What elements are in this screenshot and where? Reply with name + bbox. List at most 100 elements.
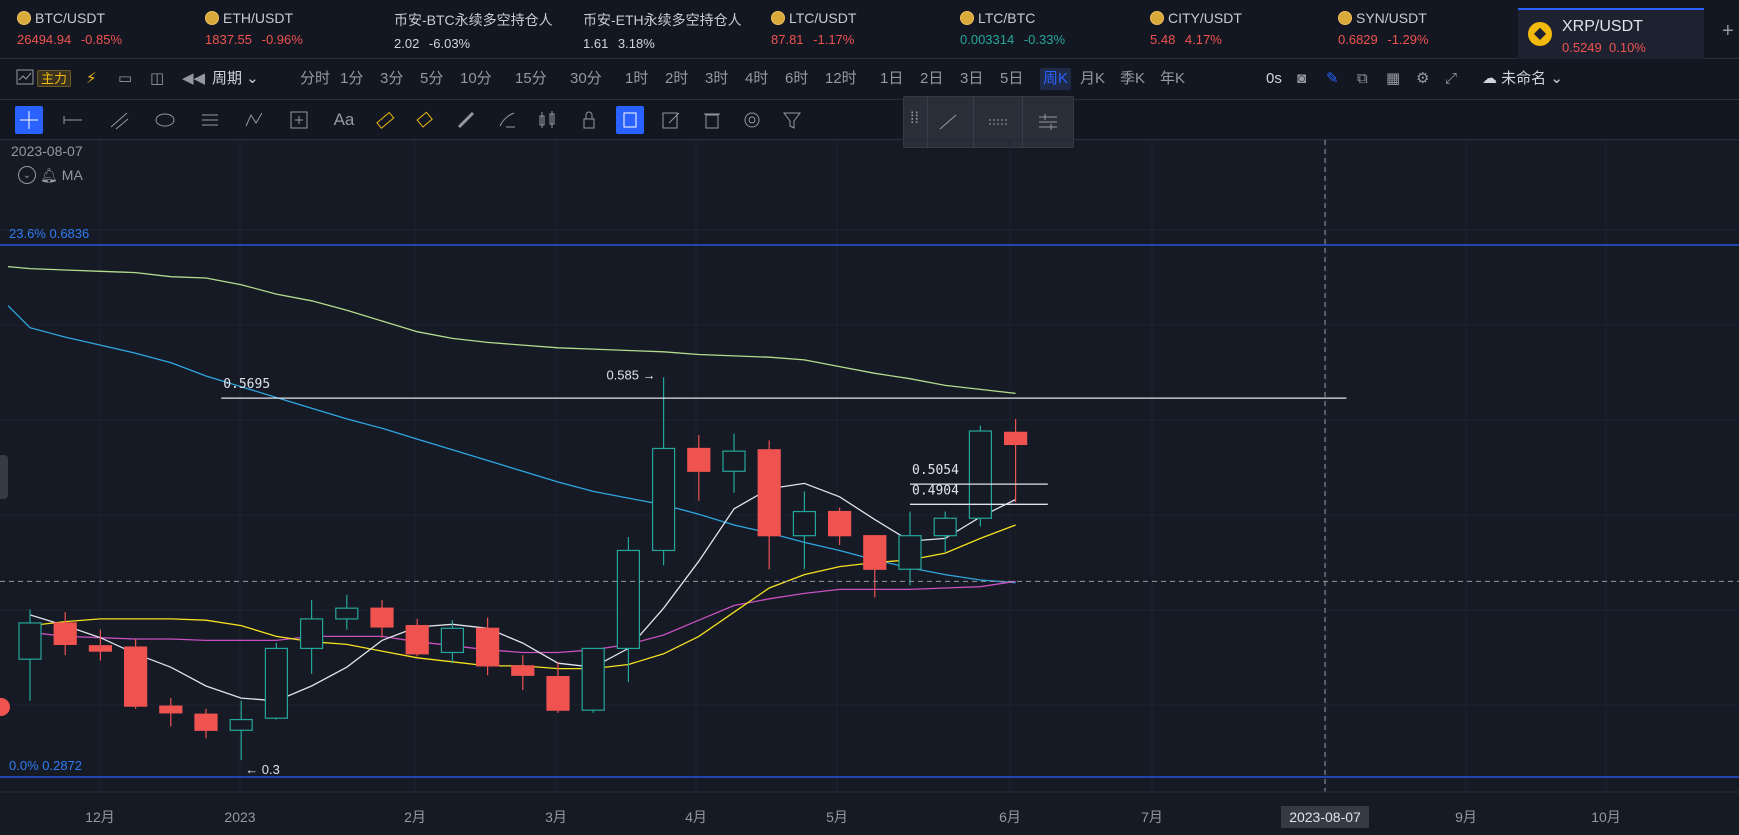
- candle-up[interactable]: [651, 447, 676, 552]
- horizontal-line-icon[interactable]: [59, 106, 87, 134]
- interval-3日[interactable]: 3日: [960, 70, 984, 87]
- interval-月K[interactable]: 月K: [1080, 70, 1106, 87]
- candle-down[interactable]: [405, 625, 429, 655]
- candle-up[interactable]: [933, 517, 957, 537]
- measure-icon[interactable]: [285, 106, 313, 134]
- ma-indicator-legend[interactable]: ⌄ 🔔︎ MA: [18, 166, 83, 184]
- active-ticker-tab[interactable]: ◆ XRP/USDT 0.5249 0.10%: [1518, 8, 1704, 60]
- candle-down[interactable]: [827, 510, 852, 537]
- candle-down[interactable]: [546, 676, 570, 711]
- interval-15分[interactable]: 15分: [515, 70, 547, 87]
- chevron-down-icon[interactable]: ⌄: [18, 166, 36, 184]
- chart-type-icon[interactable]: [16, 68, 34, 90]
- ticker-item[interactable]: SYN/USDT 0.6829 -1.29%: [1338, 10, 1429, 54]
- camera-icon[interactable]: ◙: [1297, 70, 1307, 87]
- interval-30分[interactable]: 30分: [570, 70, 602, 87]
- interval-1日[interactable]: 1日: [880, 70, 904, 87]
- candle-down[interactable]: [511, 665, 535, 676]
- candle-down[interactable]: [88, 645, 113, 652]
- lock-icon[interactable]: [575, 106, 603, 134]
- ticker-item[interactable]: CITY/USDT 5.48 4.17%: [1150, 10, 1242, 54]
- fullscreen-icon[interactable]: ⤢: [1445, 70, 1458, 87]
- ticker-item[interactable]: LTC/BTC 0.003314 -0.33%: [960, 10, 1065, 54]
- ticker-item[interactable]: BTC/USDT 26494.94 -0.85%: [17, 10, 122, 54]
- candle-up[interactable]: [18, 622, 42, 660]
- interval-2时[interactable]: 2时: [665, 70, 689, 87]
- period-dropdown[interactable]: 周期 ⌄: [212, 70, 259, 87]
- trend-line-icon[interactable]: [105, 106, 133, 134]
- candle-up[interactable]: [968, 430, 993, 519]
- add-ticker-button[interactable]: +: [1722, 20, 1734, 42]
- ticker-item[interactable]: 币安-BTC永续多空持仓人 2.02 -6.03%: [394, 10, 553, 54]
- ticker-item[interactable]: ETH/USDT 1837.55 -0.96%: [205, 10, 303, 54]
- rewind-icon[interactable]: ◀◀: [182, 70, 206, 87]
- pencil-icon[interactable]: [452, 106, 480, 134]
- candle-down[interactable]: [476, 627, 500, 667]
- candle-up[interactable]: [264, 647, 288, 719]
- magnet-icon[interactable]: [616, 106, 644, 134]
- interval-年K[interactable]: 年K: [1160, 70, 1186, 87]
- trash-icon[interactable]: [698, 106, 726, 134]
- pen-icon[interactable]: ✎: [1326, 70, 1339, 87]
- eraser-icon[interactable]: [411, 106, 439, 134]
- ticker-item[interactable]: LTC/USDT 87.81 -1.17%: [771, 10, 856, 54]
- lightning-icon[interactable]: ⚡: [86, 70, 97, 87]
- drag-handle-icon[interactable]: ⁞⁞: [910, 110, 919, 127]
- ruler-icon[interactable]: [371, 106, 399, 134]
- link-icon[interactable]: [738, 106, 766, 134]
- bell-icon[interactable]: 🔔︎: [40, 166, 58, 183]
- candle-down[interactable]: [123, 646, 148, 707]
- main-indicator-badge[interactable]: 主力: [37, 70, 72, 87]
- interval-12时[interactable]: 12时: [825, 70, 857, 87]
- briefcase-icon[interactable]: ▭: [118, 70, 133, 87]
- line-style-icon[interactable]: [937, 111, 959, 136]
- candle-up[interactable]: [792, 510, 817, 537]
- ellipse-icon[interactable]: [151, 106, 179, 134]
- popout-icon[interactable]: ⧉: [1357, 70, 1368, 87]
- candle-up[interactable]: [229, 718, 253, 731]
- alert-marker[interactable]: [0, 698, 10, 716]
- candle-up[interactable]: [440, 627, 464, 654]
- interval-10分[interactable]: 10分: [460, 70, 492, 87]
- interval-3时[interactable]: 3时: [705, 70, 729, 87]
- interval-季K[interactable]: 季K: [1120, 70, 1146, 87]
- candle-down[interactable]: [757, 449, 781, 537]
- candle-down[interactable]: [194, 713, 218, 731]
- interval-5日[interactable]: 5日: [1000, 70, 1024, 87]
- interval-4时[interactable]: 4时: [745, 70, 769, 87]
- ticker-item[interactable]: 币安-ETH永续多空持仓人 1.61 3.18%: [583, 10, 742, 54]
- interval-3分[interactable]: 3分: [380, 70, 404, 87]
- settings-gear-icon[interactable]: ⚙: [1416, 70, 1430, 87]
- layout-icon[interactable]: ◫: [150, 70, 165, 87]
- sidebar-expand-handle[interactable]: [0, 455, 8, 499]
- candle-up[interactable]: [722, 450, 746, 472]
- interval-6时[interactable]: 6时: [785, 70, 809, 87]
- interval-2日[interactable]: 2日: [920, 70, 944, 87]
- line-settings-icon[interactable]: [1037, 111, 1059, 136]
- candle-down[interactable]: [687, 447, 711, 472]
- interval-1分[interactable]: 1分: [340, 70, 364, 87]
- candles-icon[interactable]: [533, 106, 561, 134]
- candle-up[interactable]: [616, 549, 641, 650]
- candle-up[interactable]: [898, 535, 922, 570]
- interval-周K[interactable]: 周K: [1040, 68, 1072, 90]
- brush-icon[interactable]: [493, 106, 521, 134]
- candle-down[interactable]: [370, 607, 394, 628]
- text-icon[interactable]: Aa: [333, 110, 355, 129]
- layout-save-menu[interactable]: ☁ 未命名 ⌄: [1482, 70, 1563, 87]
- candle-down[interactable]: [159, 705, 183, 714]
- edit-note-icon[interactable]: [657, 106, 685, 134]
- fib-levels-icon[interactable]: [196, 106, 224, 134]
- price-chart[interactable]: 23.6% 0.6836 0.0% 0.2872 0.5695 0.5054 0.490…: [0, 140, 1739, 835]
- dotted-line-icon[interactable]: [987, 111, 1009, 136]
- crosshair-icon[interactable]: [15, 106, 43, 134]
- candle-down[interactable]: [53, 622, 77, 646]
- interval-1时[interactable]: 1时: [625, 70, 649, 87]
- candle-up[interactable]: [335, 607, 359, 620]
- interval-5分[interactable]: 5分: [420, 70, 444, 87]
- grid-icon[interactable]: ▦: [1386, 70, 1401, 87]
- filter-icon[interactable]: [778, 106, 806, 134]
- candle-down[interactable]: [863, 535, 887, 570]
- interval-分时[interactable]: 分时: [300, 70, 331, 87]
- candle-up[interactable]: [581, 647, 605, 711]
